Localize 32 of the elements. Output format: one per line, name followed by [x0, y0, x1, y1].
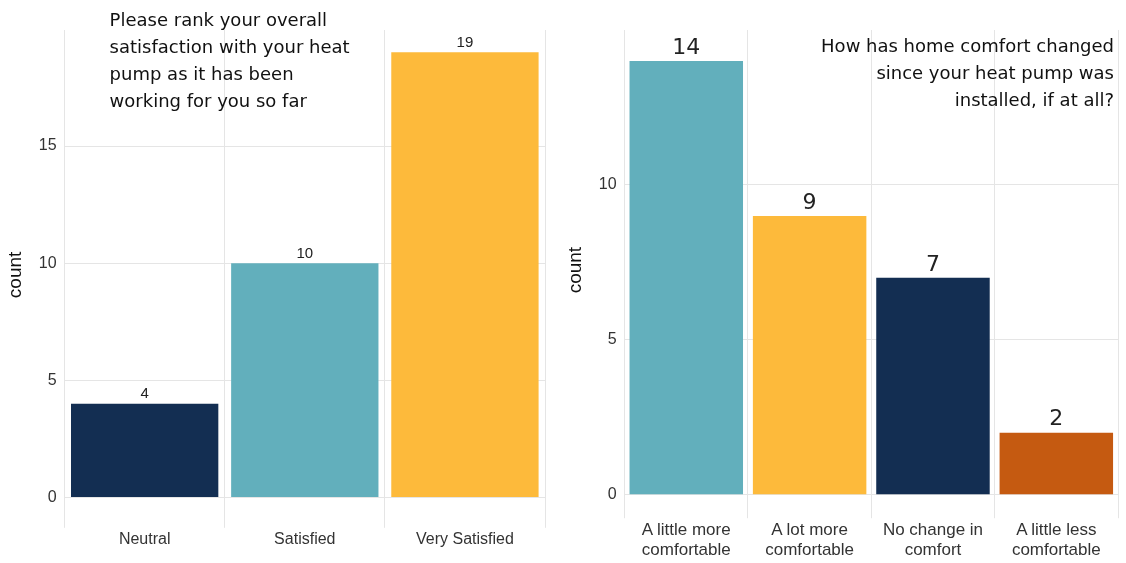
y-tick-label: 15 — [38, 136, 57, 154]
x-tick-label: No change in comfort — [882, 520, 984, 560]
x-tick-label: Satisfied — [274, 529, 336, 547]
x-tick-label: A little less comfortable — [1011, 520, 1101, 560]
y-axis-title: count — [563, 246, 585, 294]
bar — [999, 432, 1114, 495]
bar — [876, 277, 990, 495]
bar — [629, 60, 744, 495]
x-tick-label: A lot more comfortable — [765, 520, 855, 560]
data-label: 7 — [925, 250, 940, 276]
y-axis-title: count — [3, 250, 25, 299]
data-label: 19 — [456, 32, 474, 50]
data-label: 10 — [296, 243, 314, 261]
data-label: 14 — [672, 33, 701, 59]
y-tick-label: 5 — [607, 330, 617, 348]
y-tick-label: 10 — [598, 175, 617, 193]
y-tick-label: 0 — [47, 487, 57, 505]
data-label: 4 — [140, 384, 149, 402]
text: How has home comfort changed since your heat pump was installed, if at all? — [821, 34, 1114, 110]
bar — [231, 263, 379, 498]
bar — [71, 403, 219, 498]
data-label: 9 — [802, 188, 817, 214]
bar — [391, 52, 539, 498]
y-tick-label: 0 — [607, 485, 617, 503]
x-tick-label: Neutral — [118, 529, 171, 547]
y-tick-label: 5 — [47, 370, 57, 388]
bar — [752, 215, 867, 495]
y-tick-label: 10 — [38, 253, 57, 271]
text: Please rank your overall satisfaction with your heat pump as it has been working for you so far — [109, 8, 350, 111]
x-tick-label: A little more comfortable — [641, 520, 731, 560]
data-label: 2 — [1049, 405, 1064, 431]
x-tick-label: Very Satisfied — [416, 529, 514, 547]
